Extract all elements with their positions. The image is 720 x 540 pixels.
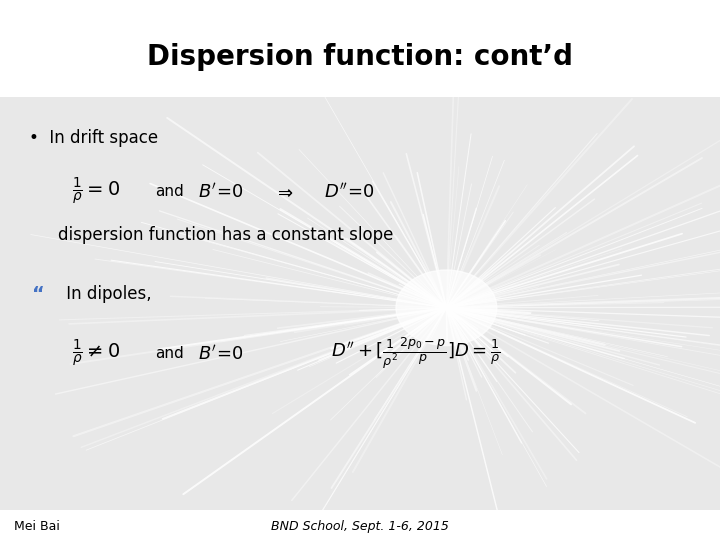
- Text: $D''\!=\!0$: $D''\!=\!0$: [324, 182, 375, 201]
- Text: and: and: [155, 184, 184, 199]
- Circle shape: [396, 270, 497, 346]
- FancyBboxPatch shape: [0, 0, 720, 97]
- Text: •  In drift space: • In drift space: [29, 129, 158, 147]
- Text: Mei Bai: Mei Bai: [14, 520, 60, 533]
- Text: BND School, Sept. 1-6, 2015: BND School, Sept. 1-6, 2015: [271, 520, 449, 533]
- Text: $B'\!=\!0$: $B'\!=\!0$: [198, 182, 244, 201]
- FancyBboxPatch shape: [0, 97, 720, 510]
- Text: and: and: [155, 346, 184, 361]
- Text: “: “: [32, 285, 45, 304]
- Text: $\Rightarrow$: $\Rightarrow$: [274, 183, 293, 201]
- Text: $\frac{1}{\rho}\neq 0$: $\frac{1}{\rho}\neq 0$: [72, 338, 120, 369]
- Text: Dispersion function: cont’d: Dispersion function: cont’d: [147, 43, 573, 71]
- Text: $B'\!=\!0$: $B'\!=\!0$: [198, 344, 244, 363]
- Text: In dipoles,: In dipoles,: [61, 285, 152, 303]
- Text: $\frac{1}{\rho}= 0$: $\frac{1}{\rho}= 0$: [72, 176, 120, 207]
- Text: $D''+[\frac{1}{\rho^2}\frac{2p_0-p}{p}]D=\frac{1}{\rho}$: $D''+[\frac{1}{\rho^2}\frac{2p_0-p}{p}]D…: [331, 336, 500, 372]
- Text: dispersion function has a constant slope: dispersion function has a constant slope: [58, 226, 393, 244]
